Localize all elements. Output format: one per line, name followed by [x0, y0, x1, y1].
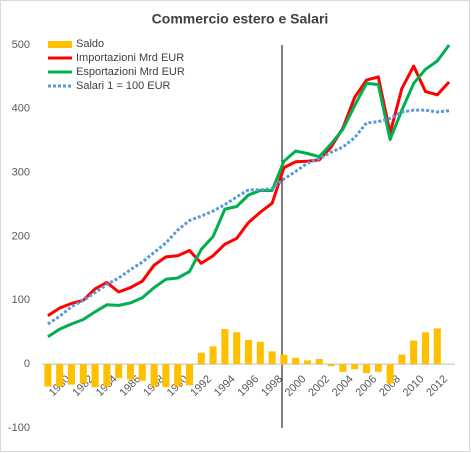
bar	[44, 364, 52, 387]
y-tick-label: 0	[24, 358, 30, 370]
bar	[115, 364, 123, 379]
bar	[197, 352, 205, 365]
chart-title: Commercio estero e Salari	[152, 11, 329, 27]
bar	[315, 359, 323, 365]
bar	[185, 364, 194, 386]
bar	[339, 364, 347, 372]
legend-label: Salari 1 = 100 EUR	[76, 80, 171, 92]
y-tick-label: -100	[8, 422, 30, 434]
bar	[56, 364, 64, 387]
legend-label: Importazioni Mrd EUR	[76, 52, 184, 64]
legend-label: Esportazioni Mrd EUR	[76, 66, 185, 78]
legend-label: Saldo	[76, 38, 104, 50]
bar	[103, 364, 111, 387]
bar	[421, 332, 430, 365]
bar	[374, 364, 382, 372]
bar	[268, 351, 276, 365]
bar	[303, 360, 312, 365]
y-tick-label: 500	[12, 39, 30, 51]
bar	[91, 364, 99, 388]
bar	[244, 339, 253, 365]
bar	[398, 354, 406, 365]
bar	[362, 364, 371, 374]
bar	[138, 364, 146, 381]
bar	[79, 364, 87, 384]
line	[47, 64, 451, 317]
bar	[410, 340, 418, 365]
line	[47, 44, 451, 338]
bar	[233, 332, 241, 365]
legend-swatch	[48, 41, 72, 48]
bar	[433, 328, 441, 365]
bar	[327, 364, 335, 367]
line	[47, 108, 450, 326]
bar	[280, 354, 288, 365]
bar	[209, 346, 217, 365]
bar	[67, 364, 76, 385]
y-tick-label: 400	[12, 103, 30, 115]
bar	[386, 364, 394, 384]
bar	[351, 364, 359, 370]
bar	[256, 341, 264, 365]
y-tick-label: 100	[12, 294, 30, 306]
bar	[126, 364, 135, 380]
bar	[221, 329, 229, 365]
y-tick-label: 200	[12, 230, 30, 242]
bar	[174, 364, 182, 387]
y-tick-label: 300	[12, 167, 30, 179]
bar	[292, 357, 300, 365]
bar	[150, 364, 158, 387]
bar	[162, 364, 170, 388]
